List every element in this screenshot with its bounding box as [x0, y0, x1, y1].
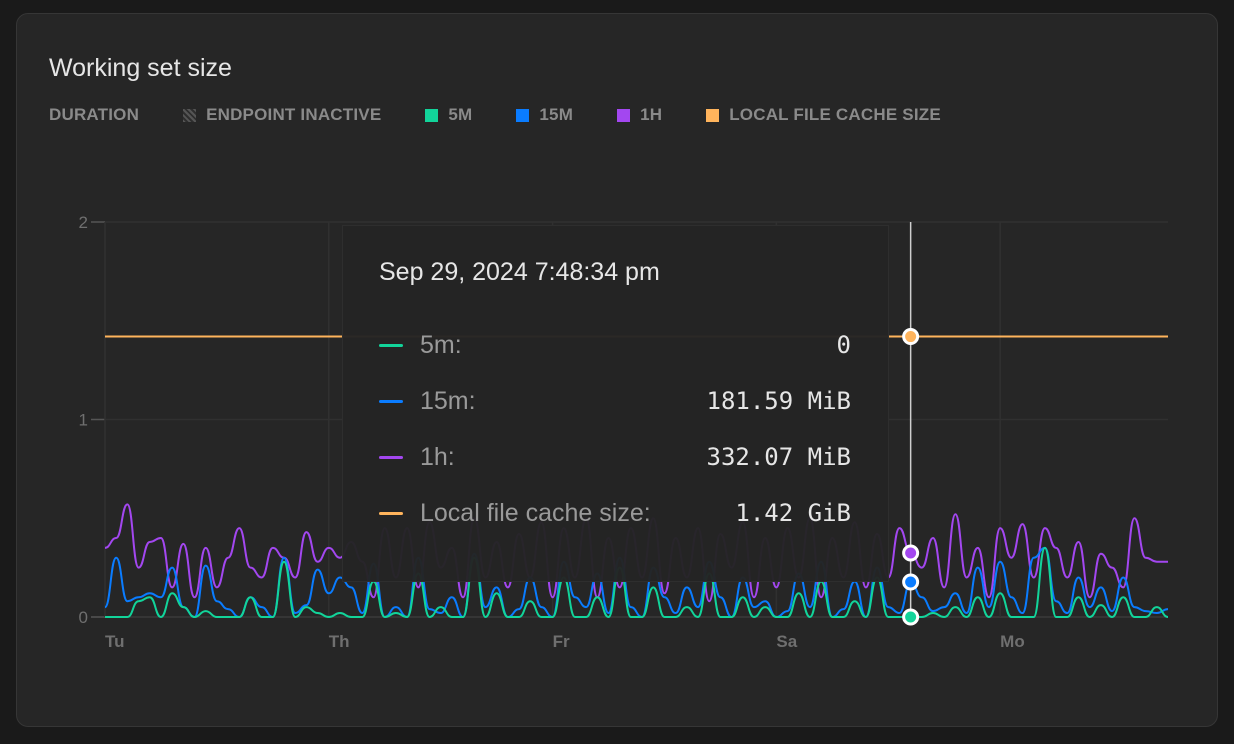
tooltip-label: 5m:: [420, 330, 462, 359]
tooltip-label: 15m:: [420, 386, 476, 415]
chart-title: Working set size: [49, 54, 232, 82]
legend-label: DURATION: [49, 105, 140, 124]
legend-item-1h[interactable]: 1H: [617, 105, 662, 125]
tooltip-value: 332.07 MiB: [706, 443, 852, 471]
series-line-15m: [104, 546, 1169, 618]
x-tick-label: Th: [329, 632, 350, 651]
y-tick-label: 0: [79, 608, 88, 627]
tooltip-row-local-file-cache: Local file cache size: 1.42 GiB: [379, 498, 851, 528]
x-tick-label: Tu: [105, 632, 125, 651]
legend-item-label: 15M: [539, 105, 574, 124]
x-tick-label: Mo: [1000, 632, 1025, 651]
y-tick-label: 2: [79, 213, 88, 232]
legend-item-label: LOCAL FILE CACHE SIZE: [729, 105, 941, 124]
color-swatch-icon: [617, 108, 631, 122]
x-tick-label: Fr: [553, 632, 570, 651]
legend-item-endpoint-inactive[interactable]: ENDPOINT INACTIVE: [183, 105, 381, 125]
color-swatch-icon: [516, 108, 530, 122]
legend-duration-label: DURATION: [49, 105, 139, 125]
tooltip-label: Local file cache size:: [420, 498, 651, 527]
series-dash-icon: [379, 399, 403, 403]
hatch-icon: [183, 108, 197, 122]
tooltip-value: 0: [836, 331, 851, 359]
series-dash-icon: [379, 343, 403, 347]
tooltip-label: 1h:: [420, 442, 455, 471]
legend: DURATION ENDPOINT INACTIVE 5M 15M 1H LOC…: [49, 105, 985, 125]
tooltip-date: Sep 29, 2024 7:48:34 pm: [379, 258, 660, 286]
tooltip: Sep 29, 2024 7:48:34 pm 5m: 0 15m: 181.59 …: [342, 225, 889, 582]
x-tick-label: Sa: [776, 632, 797, 651]
legend-item-label: 1H: [640, 105, 663, 124]
tooltip-value: 1.42 GiB: [735, 499, 851, 527]
series-dash-icon: [379, 455, 403, 459]
y-tick-label: 1: [79, 411, 88, 430]
legend-item-5m[interactable]: 5M: [425, 105, 472, 125]
color-swatch-icon: [425, 108, 439, 122]
legend-item-label: ENDPOINT INACTIVE: [206, 105, 382, 124]
legend-item-15m[interactable]: 15M: [516, 105, 573, 125]
tooltip-row-5m: 5m: 0: [379, 330, 851, 360]
legend-item-local-file-cache[interactable]: LOCAL FILE CACHE SIZE: [706, 105, 941, 125]
series-dash-icon: [379, 511, 403, 515]
color-swatch-icon: [706, 108, 720, 122]
tooltip-row-1h: 1h: 332.07 MiB: [379, 442, 851, 472]
series-line-5m: [105, 546, 1169, 618]
tooltip-value: 181.59 MiB: [706, 387, 852, 415]
tooltip-row-15m: 15m: 181.59 MiB: [379, 386, 851, 416]
legend-item-label: 5M: [448, 105, 473, 124]
